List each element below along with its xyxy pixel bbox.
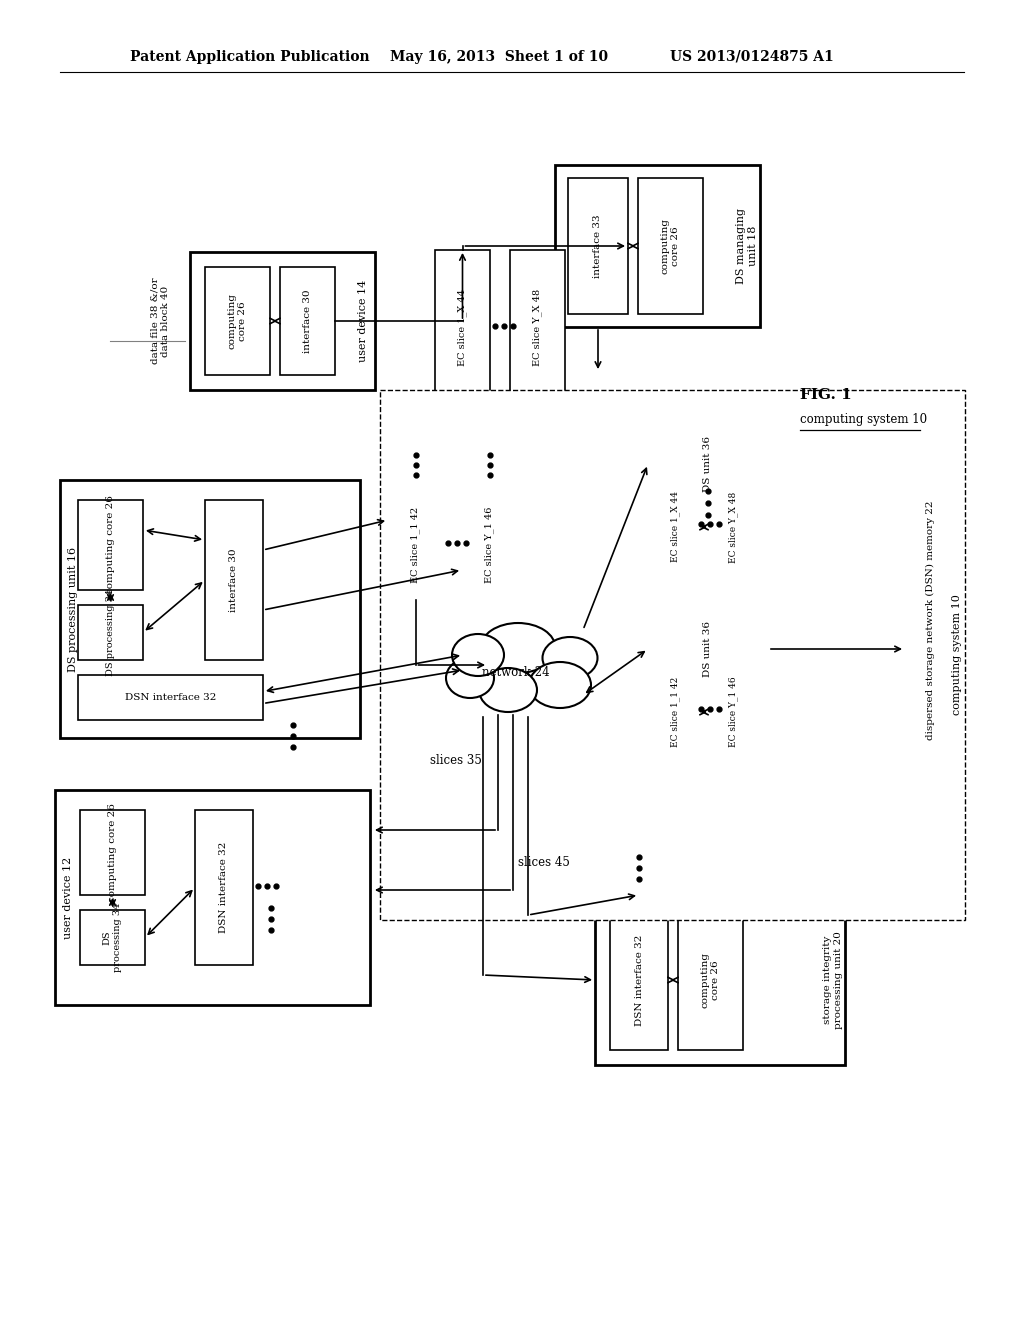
Text: slices 35: slices 35 (430, 754, 482, 767)
Text: EC slice Y_X 48: EC slice Y_X 48 (728, 491, 738, 562)
Bar (435, 249, 490, 405)
Text: DSN interface 32: DSN interface 32 (219, 842, 228, 933)
Bar (388, 490, 443, 601)
Text: US 2013/0124875 A1: US 2013/0124875 A1 (670, 50, 834, 63)
Text: computing core 26: computing core 26 (108, 803, 117, 902)
Text: DS
processing 34: DS processing 34 (102, 903, 122, 973)
Text: interface 33: interface 33 (594, 214, 602, 277)
Text: dispersed storage network (DSN) memory 22: dispersed storage network (DSN) memory 2… (926, 500, 935, 739)
Bar (80, 909, 145, 965)
Text: DS processing 34: DS processing 34 (106, 589, 115, 676)
Bar (595, 895, 845, 1065)
Text: user device 12: user device 12 (63, 857, 73, 939)
Bar (568, 178, 628, 314)
Text: computing system 10: computing system 10 (952, 594, 962, 715)
Text: EC slice 1_X 44: EC slice 1_X 44 (458, 289, 467, 366)
Ellipse shape (529, 663, 591, 708)
Text: DSN interface 32: DSN interface 32 (635, 935, 643, 1026)
Bar (510, 249, 565, 405)
Bar (652, 672, 698, 752)
Text: computing
core 26: computing core 26 (660, 218, 680, 275)
Text: DS processing unit 16: DS processing unit 16 (68, 546, 78, 672)
Bar (205, 500, 263, 660)
Bar (648, 445, 768, 483)
Bar (652, 487, 698, 568)
Bar (60, 480, 360, 738)
Text: computing
core 26: computing core 26 (227, 293, 247, 348)
Text: May 16, 2013  Sheet 1 of 10: May 16, 2013 Sheet 1 of 10 (390, 50, 608, 63)
Ellipse shape (543, 638, 597, 678)
Bar (190, 252, 375, 389)
Bar (648, 630, 768, 668)
Text: slices 45: slices 45 (518, 855, 570, 869)
Text: interface 30: interface 30 (303, 289, 312, 352)
Text: EC slice Y_X 48: EC slice Y_X 48 (532, 289, 543, 366)
Bar (678, 909, 743, 1049)
Text: computing
core 26: computing core 26 (700, 952, 720, 1008)
Bar (610, 909, 668, 1049)
Bar (280, 267, 335, 375)
Bar (205, 267, 270, 375)
Text: computing system 10: computing system 10 (800, 413, 927, 426)
Text: interface 30: interface 30 (229, 548, 239, 611)
Text: data file 38 &/or
data block 40: data file 38 &/or data block 40 (151, 277, 170, 364)
Bar (195, 810, 253, 965)
Ellipse shape (479, 668, 537, 711)
Bar (78, 500, 143, 590)
Text: user device 14: user device 14 (358, 280, 368, 362)
Text: EC slice 1_1 42: EC slice 1_1 42 (411, 507, 420, 583)
Bar (462, 490, 517, 601)
Text: Patent Application Publication: Patent Application Publication (130, 50, 370, 63)
Bar (78, 605, 143, 660)
Bar (380, 389, 965, 920)
Bar (555, 165, 760, 327)
Ellipse shape (480, 623, 555, 673)
Text: EC slice 1_1 42: EC slice 1_1 42 (670, 677, 680, 747)
Text: DSN interface 32: DSN interface 32 (125, 693, 216, 702)
Text: storage integrity
processing unit 20: storage integrity processing unit 20 (823, 931, 843, 1028)
Bar (55, 789, 370, 1005)
Text: FIG. 1: FIG. 1 (800, 388, 852, 403)
Bar (710, 672, 756, 752)
Ellipse shape (415, 795, 465, 884)
Text: computing core 26: computing core 26 (106, 495, 115, 594)
Bar (78, 675, 263, 719)
Bar (635, 430, 940, 810)
Text: EC slice 1_X 44: EC slice 1_X 44 (670, 491, 680, 562)
Text: DS managing
unit 18: DS managing unit 18 (736, 209, 758, 284)
Bar (638, 178, 703, 314)
Text: DS unit 36: DS unit 36 (703, 436, 713, 492)
Text: DS unit 36: DS unit 36 (703, 620, 713, 677)
Bar (710, 487, 756, 568)
Ellipse shape (452, 634, 504, 676)
Text: EC slice Y_1 46: EC slice Y_1 46 (728, 677, 738, 747)
Bar (80, 810, 145, 895)
Text: network 24: network 24 (482, 667, 550, 680)
Text: EC slice Y_1 46: EC slice Y_1 46 (484, 507, 495, 583)
Ellipse shape (446, 657, 494, 698)
